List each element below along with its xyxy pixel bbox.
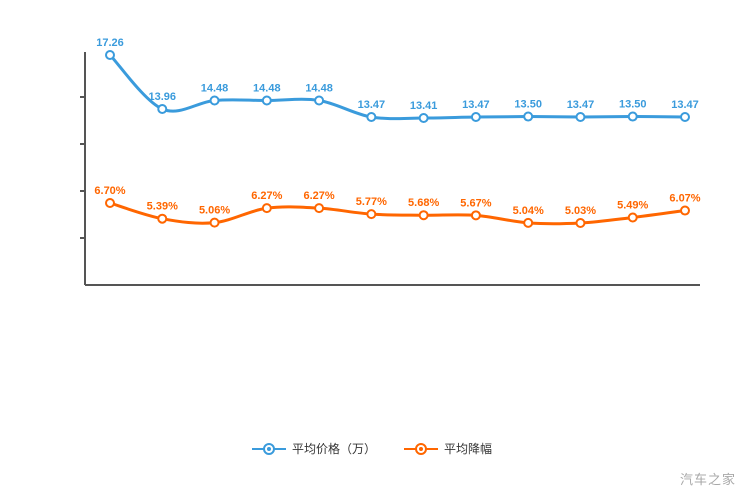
price-value-label: 13.50 bbox=[514, 99, 542, 111]
price-value-label: 13.41 bbox=[410, 100, 438, 112]
price-point[interactable] bbox=[314, 95, 325, 106]
price-value-label: 13.47 bbox=[671, 99, 699, 111]
discount-line bbox=[109, 201, 686, 226]
discount-point[interactable] bbox=[157, 213, 168, 224]
price-line bbox=[108, 53, 686, 121]
price-point[interactable] bbox=[470, 112, 481, 123]
discount-value-label: 6.27% bbox=[303, 190, 334, 202]
price-point[interactable] bbox=[575, 112, 586, 123]
discount-value-label: 5.68% bbox=[408, 197, 439, 209]
price-point[interactable] bbox=[523, 111, 534, 122]
discount-value-label: 5.49% bbox=[617, 199, 648, 211]
watermark-autohome: 汽车之家 bbox=[679, 472, 736, 487]
discount-point[interactable] bbox=[314, 203, 325, 214]
price-point[interactable] bbox=[680, 112, 690, 123]
trend-chart-svg: 17.26 13.96 14.48 14.48 14.48 13.47 13.41 13.47… bbox=[80, 37, 701, 286]
price-point[interactable] bbox=[157, 104, 168, 114]
discount-point[interactable] bbox=[627, 212, 638, 223]
discount-point[interactable] bbox=[523, 217, 534, 228]
discount-point[interactable] bbox=[418, 210, 429, 221]
price-point[interactable] bbox=[105, 50, 115, 60]
legend-label-discount: 平均降幅 bbox=[444, 442, 493, 456]
discount-value-label: 5.03% bbox=[565, 205, 596, 217]
price-value-label: 13.96 bbox=[149, 91, 177, 103]
discount-point[interactable] bbox=[680, 205, 690, 216]
price-value-label: 13.47 bbox=[567, 99, 595, 111]
legend-item-price[interactable]: 平均价格（万） bbox=[251, 440, 376, 457]
discount-value-label: 5.39% bbox=[147, 201, 178, 213]
discount-value-label: 5.06% bbox=[199, 205, 230, 217]
price-value-label: 13.47 bbox=[462, 99, 490, 111]
discount-value-label: 5.77% bbox=[356, 196, 387, 208]
discount-point[interactable] bbox=[366, 209, 377, 220]
price-value-label: 14.48 bbox=[305, 82, 333, 94]
price-point[interactable] bbox=[261, 95, 272, 106]
discount-value-label: 6.27% bbox=[251, 190, 282, 202]
price-point[interactable] bbox=[418, 113, 429, 123]
price-point[interactable] bbox=[627, 111, 638, 122]
discount-value-label: 5.04% bbox=[513, 205, 544, 217]
price-point[interactable] bbox=[366, 112, 377, 123]
discount-legend-marker-icon bbox=[404, 442, 438, 455]
price-value-label: 17.26 bbox=[96, 37, 124, 49]
discount-point[interactable] bbox=[105, 198, 115, 208]
legend-label-price: 平均价格（万） bbox=[291, 442, 376, 456]
discount-value-label: 6.07% bbox=[669, 193, 700, 205]
discount-point[interactable] bbox=[575, 218, 586, 228]
price-legend-marker-icon bbox=[251, 442, 286, 455]
price-point[interactable] bbox=[209, 95, 220, 106]
discount-point[interactable] bbox=[209, 217, 220, 228]
trend-chart: 17.26 13.96 14.48 14.48 14.48 13.47 13.41 13.47… bbox=[80, 37, 701, 286]
price-value-label: 13.50 bbox=[619, 99, 647, 111]
discount-value-label: 6.70% bbox=[94, 185, 125, 197]
price-value-label: 14.48 bbox=[201, 82, 229, 94]
discount-point[interactable] bbox=[261, 203, 272, 214]
price-value-label: 13.47 bbox=[358, 99, 386, 111]
discount-value-label: 5.67% bbox=[460, 197, 491, 209]
legend-item-discount[interactable]: 平均降幅 bbox=[404, 440, 492, 457]
discount-point[interactable] bbox=[470, 210, 481, 221]
chart-legend: 平均价格（万） 平均降幅 bbox=[0, 440, 744, 457]
price-value-label: 14.48 bbox=[253, 82, 281, 94]
